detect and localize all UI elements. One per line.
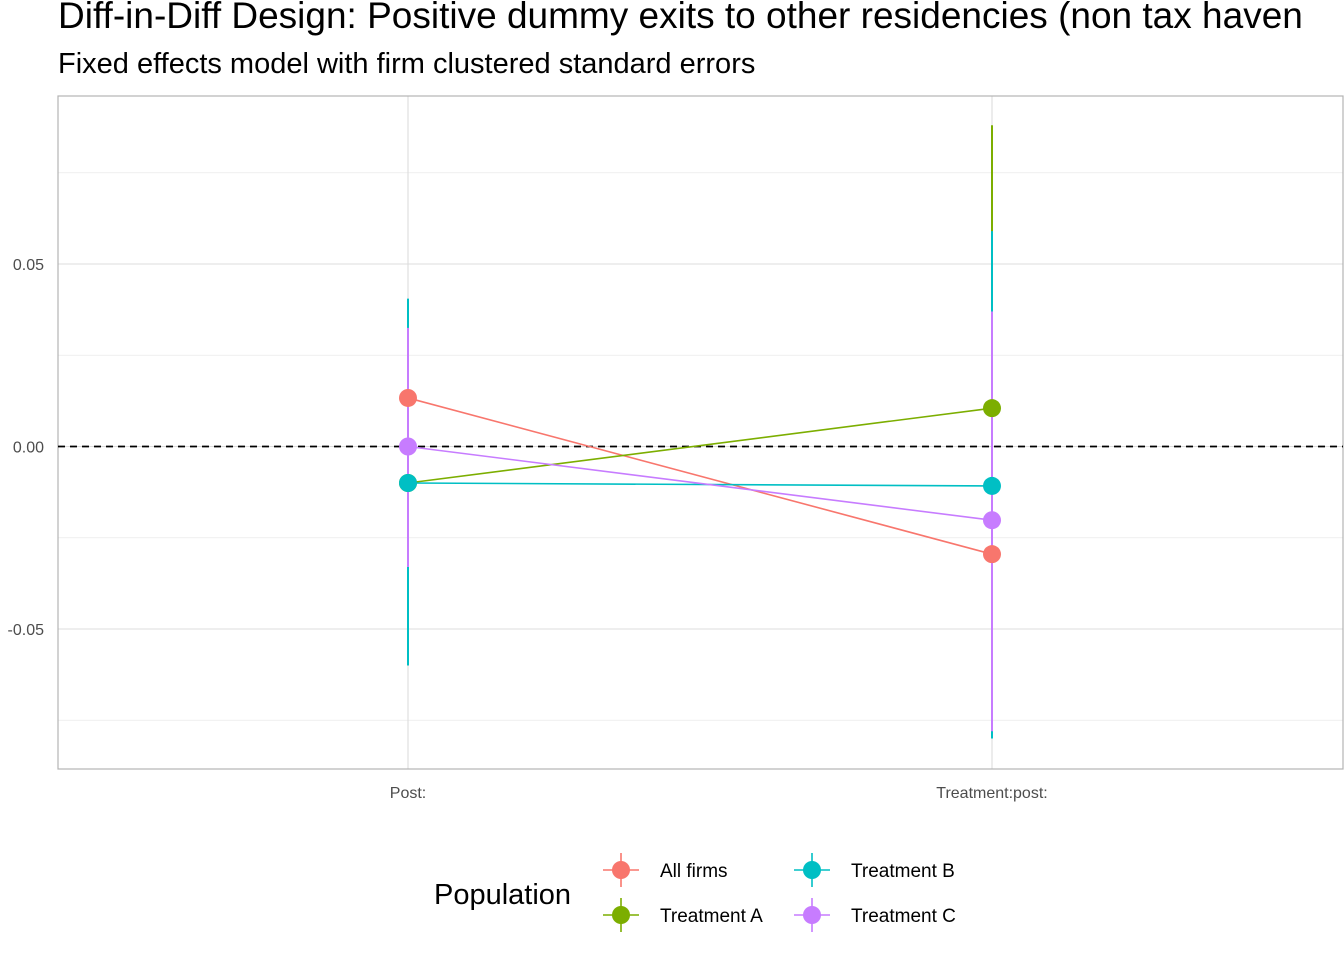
chart-subtitle: Fixed effects model with firm clustered … (58, 48, 756, 80)
data-point (983, 476, 1001, 495)
legend-label: Treatment B (851, 861, 955, 882)
legend: Population All firms Treatment A Treatment … (434, 853, 956, 932)
series-line (407, 445, 993, 522)
legend-key-point (803, 861, 821, 879)
data-point (983, 511, 1001, 530)
x-tick-label: Treatment:post: (936, 785, 1047, 802)
legend-label: Treatment C (851, 906, 956, 927)
data-point (399, 437, 417, 456)
legend-title: Population (434, 879, 571, 911)
grid-lines (58, 96, 1343, 769)
legend-label: Treatment A (660, 906, 763, 927)
series-line (407, 482, 993, 487)
y-tick-label: 0.00 (13, 440, 44, 457)
legend-key-point (803, 906, 821, 924)
legend-key-point (612, 906, 630, 924)
data-point (399, 474, 417, 492)
panel-border (57, 95, 1344, 770)
series-lines (407, 397, 993, 555)
axis-labels: -0.05 0.00 0.05 Post: Treatment:post: (8, 257, 1048, 802)
data-point (399, 388, 417, 407)
series-line (407, 407, 993, 484)
x-tick-label: Post: (390, 785, 426, 802)
chart-title: Diff-in-Diff Design: Positive dummy exit… (58, 0, 1303, 36)
data-point (983, 399, 1001, 418)
error-bars (407, 125, 993, 739)
legend-label: All firms (660, 861, 728, 882)
legend-key-point (612, 861, 630, 879)
y-tick-label: -0.05 (8, 622, 45, 639)
data-point (983, 545, 1001, 564)
series-line (407, 397, 993, 555)
y-tick-label: 0.05 (13, 257, 44, 274)
data-points (399, 388, 1001, 564)
